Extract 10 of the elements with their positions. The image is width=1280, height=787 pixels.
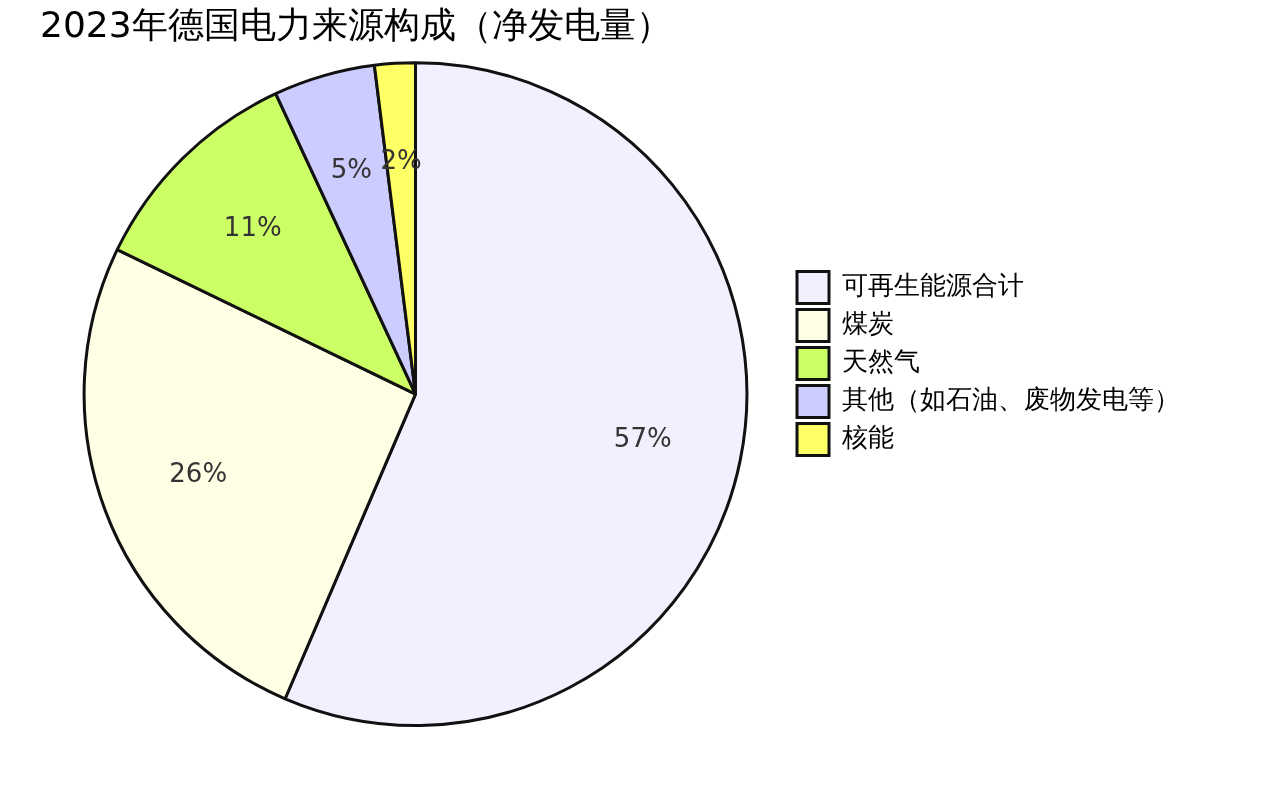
data-label: 11% — [223, 211, 282, 242]
data-label: 57% — [613, 423, 672, 454]
legend-label: 其他（如石油、废物发电等） — [842, 384, 1180, 415]
legend-label: 核能 — [841, 422, 894, 453]
legend-label: 天然气 — [842, 346, 920, 377]
chart-title: 2023年德国电力来源构成（净发电量） — [40, 3, 672, 45]
data-label: 26% — [169, 458, 228, 489]
legend-label: 可再生能源合计 — [842, 270, 1024, 301]
legend-label: 煤炭 — [842, 308, 894, 339]
data-label: 5% — [330, 153, 373, 184]
